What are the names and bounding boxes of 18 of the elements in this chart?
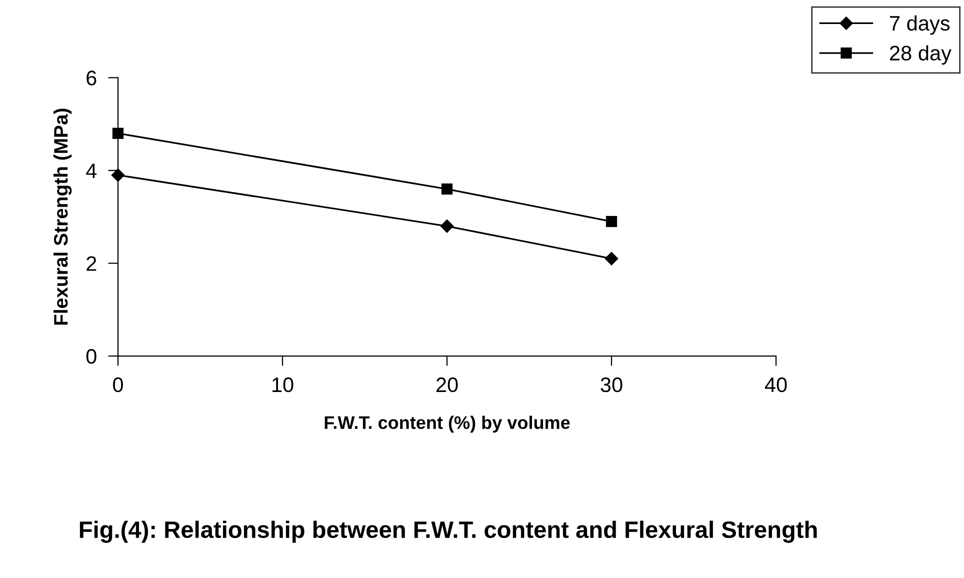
point [604, 252, 618, 266]
x-tick-label: 40 [764, 377, 787, 392]
legend-label: 7 days [890, 15, 950, 35]
x-tick-label: 30 [600, 377, 622, 392]
legend-label: 28 day [890, 45, 952, 65]
y-tick-label: 6 [86, 70, 96, 86]
x-tick-label: 20 [436, 377, 458, 392]
x-tick-label: 0 [113, 377, 123, 392]
y-tick-label: 2 [86, 256, 96, 271]
point [440, 219, 454, 234]
y-axis-title: Flexural Strength (MPa) [53, 108, 72, 325]
y-tick-label: 0 [86, 349, 96, 364]
point [441, 183, 453, 195]
y-tick-label: 4 [86, 164, 97, 178]
text: Fig.(4): Relationship between F.W.T. content and Flexural Strength [80, 520, 817, 543]
x-axis-title: F.W.T. content (%) by volume [324, 416, 570, 433]
point [606, 216, 618, 228]
x-tick-label: 10 [272, 377, 294, 392]
